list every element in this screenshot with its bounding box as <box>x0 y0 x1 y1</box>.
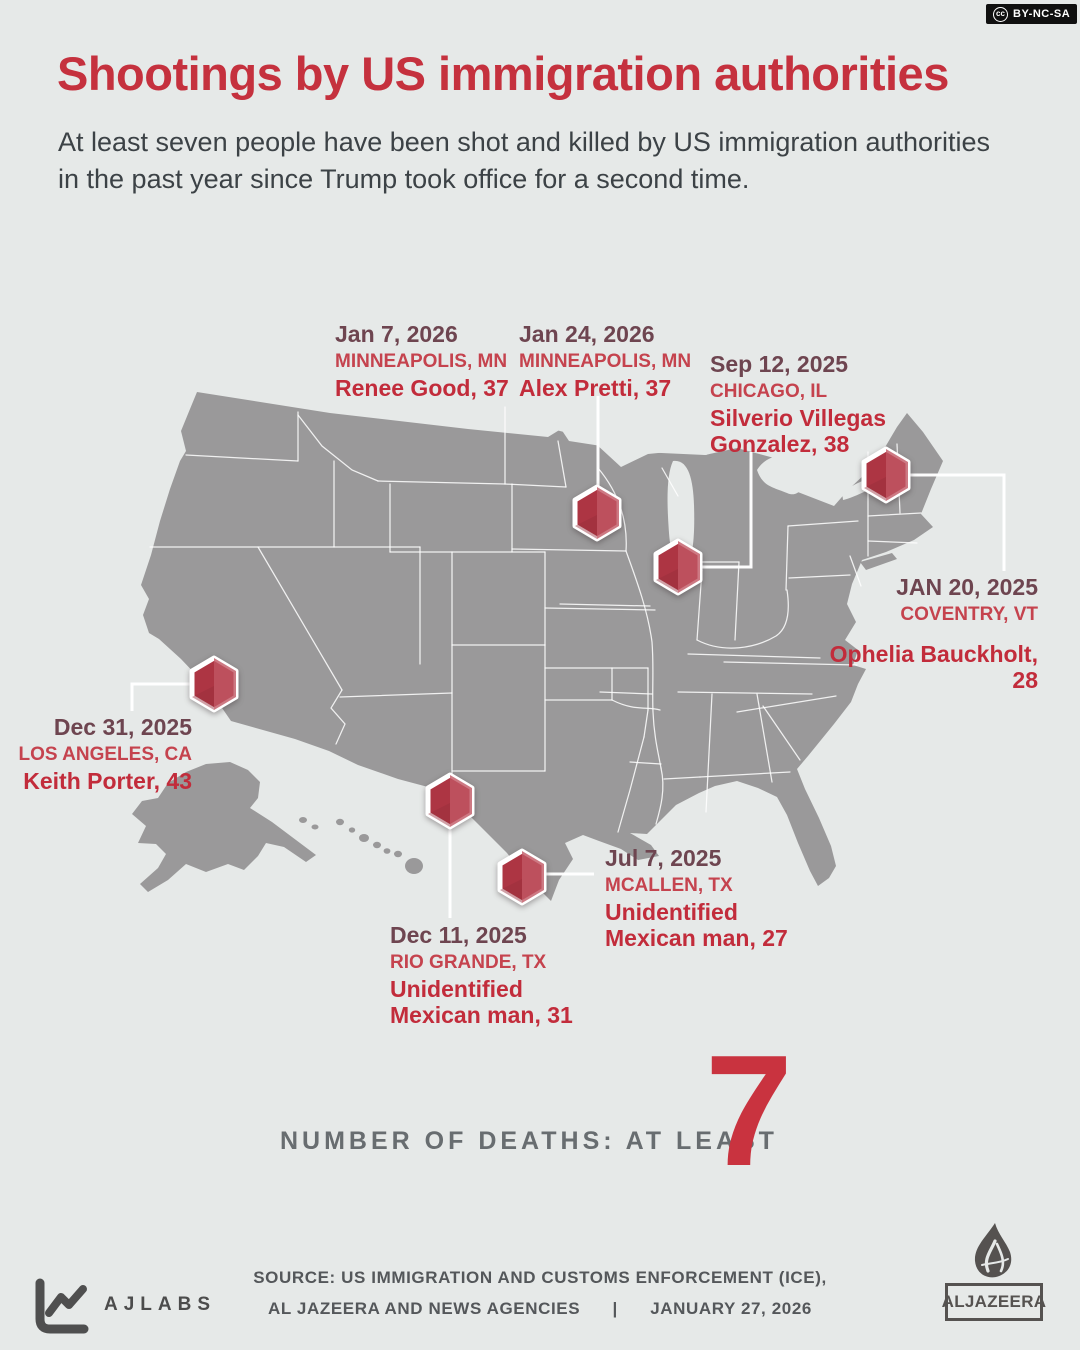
incident-label-minneapolis-alex-pretti: Jan 24, 2026 MINNEAPOLIS, MN Alex Pretti… <box>519 321 691 401</box>
incident-name: Unidentified Mexican man, 27 <box>605 899 788 951</box>
source-agencies: AL JAZEERA AND NEWS AGENCIES <box>268 1299 581 1318</box>
leader-lines <box>130 396 1006 918</box>
incident-location: MINNEAPOLIS, MN <box>335 351 508 372</box>
us-mainland-shape <box>141 392 943 901</box>
incident-name: Silverio Villegas Gonzalez, 38 <box>710 405 887 457</box>
source-divider: | <box>612 1299 618 1318</box>
incident-location: MCALLEN, TX <box>605 875 733 896</box>
incident-date: Dec 11, 2025 <box>390 922 527 948</box>
lake-superior <box>556 418 745 467</box>
incident-location: MINNEAPOLIS, MN <box>519 351 692 372</box>
alaska-island <box>311 824 319 830</box>
page-title: Shootings by US immigration authorities <box>57 47 949 100</box>
incident-label-minneapolis-renee-good: Jan 7, 2026 MINNEAPOLIS, MN Renee Good, … <box>335 321 509 401</box>
leader-chicago <box>702 452 753 569</box>
incident-location: CHICAGO, IL <box>710 381 828 402</box>
incident-name: Renee Good, 37 <box>335 375 509 401</box>
long-island-shape <box>860 553 897 570</box>
lake-huron <box>757 455 804 495</box>
source-line-2: AL JAZEERA AND NEWS AGENCIES | JANUARY 2… <box>240 1298 840 1320</box>
deaths-count: 7 <box>705 1023 793 1199</box>
incident-label-chicago: Sep 12, 2025 CHICAGO, IL Silverio Villeg… <box>710 351 910 457</box>
incident-name: Alex Pretti, 37 <box>519 375 672 401</box>
subtitle-line-2: in the past year since Trump took office… <box>58 164 750 194</box>
incident-label-coventry: JAN 20, 2025 COVENTRY, VT Ophelia Bauckh… <box>828 574 1038 693</box>
alaska-island <box>299 817 307 823</box>
subtitle-line-1: At least seven people have been shot and… <box>58 127 991 157</box>
incident-date: Jul 7, 2025 <box>605 845 722 871</box>
marker-rio-grande <box>428 775 472 827</box>
alaska-shape <box>132 762 316 892</box>
cc-license-badge: cc BY-NC-SA <box>986 4 1078 24</box>
source-attribution: SOURCE: US IMMIGRATION AND CUSTOMS ENFOR… <box>240 1267 840 1320</box>
incident-name: Keith Porter, 43 <box>23 768 192 794</box>
marker-minneapolis <box>575 487 619 539</box>
publication-date: JANUARY 27, 2026 <box>650 1299 812 1318</box>
incident-date: JAN 20, 2025 <box>896 574 1038 600</box>
aljazeera-logo-box: ALJAZEERA <box>942 1283 1046 1321</box>
hawaii-islands <box>336 818 423 874</box>
cc-license-label: BY-NC-SA <box>1013 8 1071 20</box>
incident-label-mcallen: Jul 7, 2025 MCALLEN, TX Unidentified Mex… <box>605 845 820 951</box>
incident-date: Sep 12, 2025 <box>710 351 849 377</box>
incident-date: Jan 24, 2026 <box>519 321 655 347</box>
incident-date: Jan 7, 2026 <box>335 321 458 347</box>
ajlabs-logo-icon <box>35 1278 89 1334</box>
marker-chicago <box>656 541 700 593</box>
deaths-statement: NUMBER OF DEATHS: AT LEAST <box>280 1127 778 1155</box>
marker-los-angeles <box>192 658 236 710</box>
incident-name: Ophelia Bauckholt, 28 <box>829 641 1038 693</box>
incident-location: COVENTRY, VT <box>900 604 1038 625</box>
cc-icon: cc <box>993 6 1008 22</box>
incident-label-rio-grande: Dec 11, 2025 RIO GRANDE, TX Unidentified… <box>390 922 595 1028</box>
ajlabs-logo-label: AJLABS <box>104 1294 217 1315</box>
incident-date: Dec 31, 2025 <box>53 714 192 740</box>
incident-location: RIO GRANDE, TX <box>390 952 547 973</box>
aljazeera-logo-label: ALJAZEERA <box>941 1292 1047 1311</box>
incident-location: LOS ANGELES, CA <box>18 744 192 765</box>
marker-mcallen <box>500 851 544 903</box>
leader-los-angeles <box>130 682 190 711</box>
aljazeera-flame-icon <box>974 1223 1012 1278</box>
leader-coventry <box>908 473 1006 571</box>
incident-label-los-angeles: Dec 31, 2025 LOS ANGELES, CA Keith Porte… <box>0 714 192 794</box>
source-line-1: SOURCE: US IMMIGRATION AND CUSTOMS ENFOR… <box>253 1268 827 1287</box>
state-borders <box>149 406 922 833</box>
page-subtitle: At least seven people have been shot and… <box>58 124 990 198</box>
incident-name: Unidentified Mexican man, 31 <box>390 976 573 1028</box>
